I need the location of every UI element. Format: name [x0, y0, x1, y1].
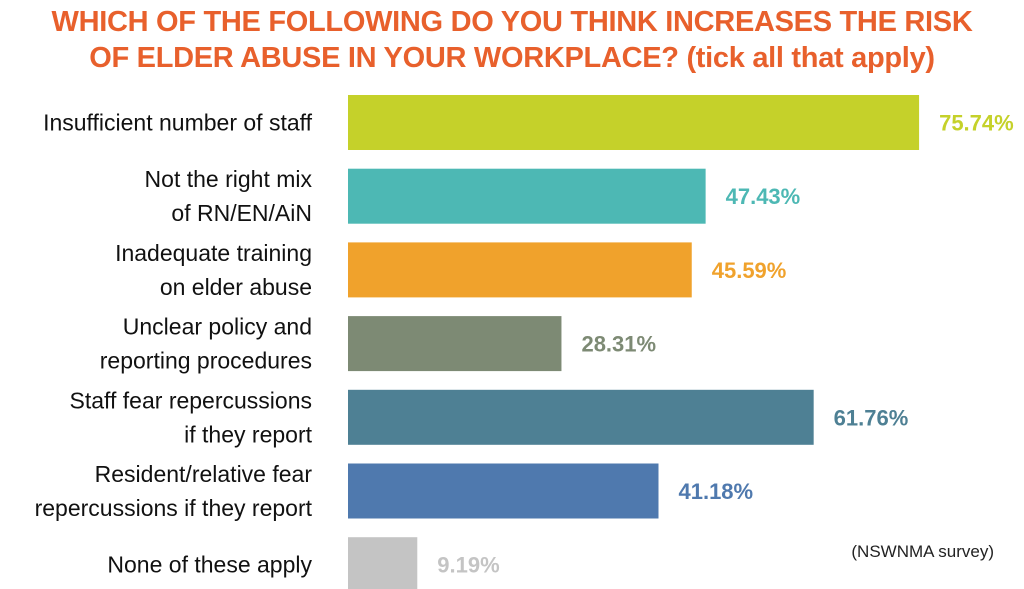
value-label-6: 9.19% — [437, 553, 499, 578]
category-label-2-line-1: on elder abuse — [160, 274, 312, 300]
bar-4 — [348, 389, 814, 445]
category-label-6-line-0: None of these apply — [107, 552, 312, 578]
bar-5 — [348, 463, 659, 519]
category-label-5-line-1: repercussions if they report — [35, 495, 313, 521]
bar-2 — [348, 242, 692, 298]
category-label-4-line-1: if they report — [184, 421, 312, 447]
value-label-2: 45.59% — [712, 258, 787, 283]
category-label-0-line-0: Insufficient number of staff — [43, 110, 313, 136]
bar-1 — [348, 168, 706, 224]
category-label-2-line-0: Inadequate training — [115, 240, 312, 266]
value-label-0: 75.74% — [939, 111, 1014, 136]
bar-6 — [348, 537, 418, 589]
value-label-1: 47.43% — [726, 184, 801, 209]
bar-0 — [348, 95, 920, 150]
value-label-5: 41.18% — [678, 479, 753, 504]
category-label-4-line-0: Staff fear repercussions — [70, 387, 312, 413]
chart-title-line-2: OF ELDER ABUSE IN YOUR WORKPLACE? (tick … — [89, 42, 935, 74]
chart-title: WHICH OF THE FOLLOWING DO YOU THINK INCR… — [0, 4, 1024, 76]
category-label-3-line-1: reporting procedures — [100, 348, 312, 374]
chart-title-line-1: WHICH OF THE FOLLOWING DO YOU THINK INCR… — [51, 6, 973, 38]
category-label-1-line-0: Not the right mix — [145, 166, 313, 192]
value-label-3: 28.31% — [581, 332, 656, 357]
source-note: (NSWNMA survey) — [851, 542, 994, 561]
category-label-1-line-1: of RN/EN/AiN — [171, 200, 312, 226]
bar-3 — [348, 316, 562, 372]
category-label-5-line-0: Resident/relative fear — [95, 461, 313, 487]
value-label-4: 61.76% — [834, 405, 909, 430]
category-label-3-line-0: Unclear policy and — [123, 314, 312, 340]
